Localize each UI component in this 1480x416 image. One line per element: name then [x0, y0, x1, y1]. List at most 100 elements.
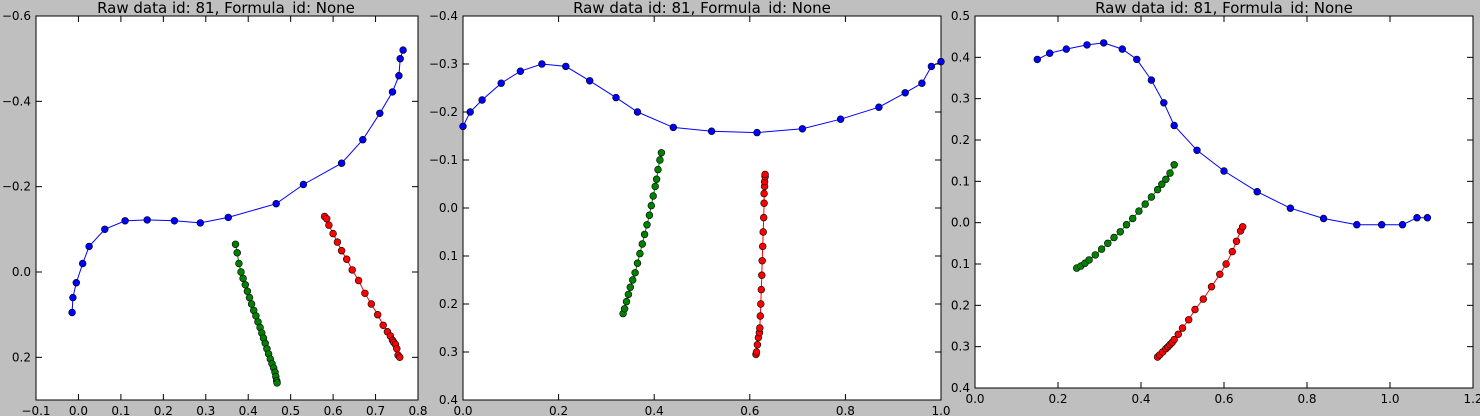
- data-point: [1133, 55, 1141, 64]
- y-tick-label: 0.0: [951, 216, 970, 230]
- data-point: [656, 156, 664, 164]
- data-point: [638, 240, 646, 248]
- data-point: [1147, 193, 1156, 201]
- data-point: [1158, 180, 1166, 188]
- data-point: [1216, 270, 1224, 278]
- axis-layer: 0.0 0.2 0.4 0.6 0.8 1.0 −0.4 −0.3 −0.2 −0.1 0.0 0.1…: [429, 9, 951, 416]
- series-layer: [68, 46, 407, 387]
- x-tick-label: 0.6: [740, 404, 759, 416]
- data-point: [1253, 188, 1261, 196]
- axis-layer: −0.1 0.0 0.1 0.2 0.3 0.4 0.5 0.6 0.7 0.8 −0.6 −0.4 −…: [2, 9, 428, 416]
- data-point: [654, 165, 662, 174]
- y-tick-label: 0.3: [951, 92, 970, 106]
- chart-panel-2: Raw data id: 81, Formula_id: None 0.0 0.2…: [429, 0, 951, 416]
- data-point: [1199, 295, 1208, 303]
- data-point: [374, 311, 382, 319]
- y-tick-label: 0.0: [12, 265, 31, 279]
- y-tick-label: −0.2: [2, 180, 31, 194]
- data-point: [1174, 330, 1183, 338]
- y-tick-label: 0.1: [951, 257, 970, 271]
- y-tick-label: −0.4: [429, 9, 458, 23]
- data-point: [652, 175, 661, 183]
- data-point: [399, 46, 407, 54]
- data-point: [1116, 228, 1125, 236]
- data-point: [647, 201, 655, 210]
- data-point: [85, 242, 93, 251]
- data-point: [1220, 167, 1228, 175]
- data-point: [1099, 39, 1108, 47]
- data-point: [1122, 221, 1131, 229]
- data-point: [1228, 247, 1237, 256]
- data-point: [497, 79, 505, 87]
- data-point: [756, 324, 764, 332]
- data-point: [379, 321, 387, 329]
- data-point: [367, 300, 375, 308]
- data-point: [753, 341, 762, 349]
- data-point: [636, 249, 644, 258]
- chart-panel-3: Raw data id: 81, Formula_id: None 0.0 0.2…: [951, 0, 1480, 406]
- data-point: [538, 60, 546, 68]
- data-point: [1207, 283, 1216, 291]
- data-point: [798, 125, 807, 133]
- y-tick-label: 0.3: [951, 340, 970, 354]
- data-point: [354, 276, 363, 285]
- x-tick-label: 1.0: [931, 404, 950, 416]
- x-tick-label: 1.0: [1380, 392, 1399, 406]
- data-point: [388, 88, 397, 96]
- data-point: [757, 300, 765, 308]
- data-point: [759, 213, 768, 222]
- data-point: [1353, 221, 1361, 229]
- y-tick-label: 0.2: [439, 297, 458, 311]
- data-point: [752, 348, 761, 356]
- y-tick-label: 0.3: [439, 345, 458, 359]
- data-point: [643, 221, 651, 229]
- x-tick-label: 0.2: [549, 404, 568, 416]
- y-tick-label: 0.4: [951, 381, 970, 395]
- data-point: [337, 247, 346, 255]
- data-point: [72, 279, 81, 287]
- data-point: [1091, 251, 1100, 259]
- axis-layer: 0.0 0.2 0.4 0.6 0.8 1.0 1.2 0.4 0.3 0.2 0.1 0.0 0.1 0…: [951, 9, 1480, 406]
- x-tick-label: 0.7: [366, 404, 385, 416]
- data-point: [243, 287, 252, 295]
- data-point: [1162, 175, 1170, 184]
- x-tick-label: 0.4: [645, 404, 664, 416]
- data-point: [1286, 204, 1295, 212]
- data-point: [231, 240, 240, 249]
- data-point: [393, 345, 401, 353]
- data-point: [758, 271, 766, 279]
- chart-panel-1: Raw data id: 81, Formula_id: None −0.1 0.…: [2, 0, 428, 416]
- data-point: [626, 283, 634, 291]
- data-point: [333, 238, 342, 246]
- data-point: [69, 293, 77, 302]
- y-tick-label: −0.2: [429, 105, 458, 119]
- data-point: [937, 57, 945, 66]
- data-point: [343, 255, 351, 263]
- data-point: [707, 127, 716, 135]
- data-point: [836, 115, 845, 123]
- data-point: [1238, 223, 1247, 231]
- data-point: [325, 221, 333, 229]
- data-point: [1097, 245, 1106, 253]
- data-point: [758, 242, 767, 251]
- y-tick-label: 0.2: [951, 298, 970, 312]
- y-tick-label: 0.4: [951, 50, 970, 64]
- x-tick-label: −0.1: [21, 404, 50, 416]
- data-point: [761, 170, 769, 179]
- data-point: [396, 353, 404, 361]
- data-point: [1191, 305, 1199, 314]
- y-tick-label: 0.1: [951, 174, 970, 188]
- data-point: [1141, 200, 1149, 208]
- data-point: [359, 136, 367, 144]
- data-point: [631, 269, 639, 277]
- data-point: [759, 228, 767, 236]
- data-point: [396, 54, 404, 63]
- data-point: [753, 128, 761, 137]
- data-point: [1222, 260, 1230, 268]
- series-layer: [1033, 39, 1432, 361]
- series-1: [1033, 39, 1432, 229]
- data-point: [323, 215, 331, 223]
- x-tick-label: 0.8: [836, 404, 855, 416]
- data-point: [273, 379, 281, 387]
- data-point: [78, 259, 87, 268]
